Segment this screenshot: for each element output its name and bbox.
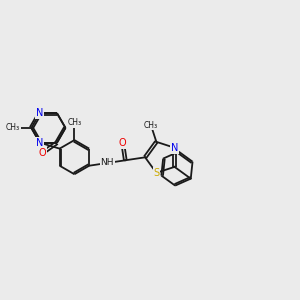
Text: N: N bbox=[36, 138, 43, 148]
Text: CH₃: CH₃ bbox=[6, 123, 20, 132]
Text: N: N bbox=[36, 108, 43, 118]
Text: S: S bbox=[153, 168, 159, 178]
Text: O: O bbox=[119, 138, 127, 148]
Text: NH: NH bbox=[100, 158, 114, 167]
Text: O: O bbox=[38, 148, 46, 158]
Text: CH₃: CH₃ bbox=[67, 118, 82, 127]
Text: N: N bbox=[171, 143, 178, 153]
Text: CH₃: CH₃ bbox=[144, 121, 158, 130]
